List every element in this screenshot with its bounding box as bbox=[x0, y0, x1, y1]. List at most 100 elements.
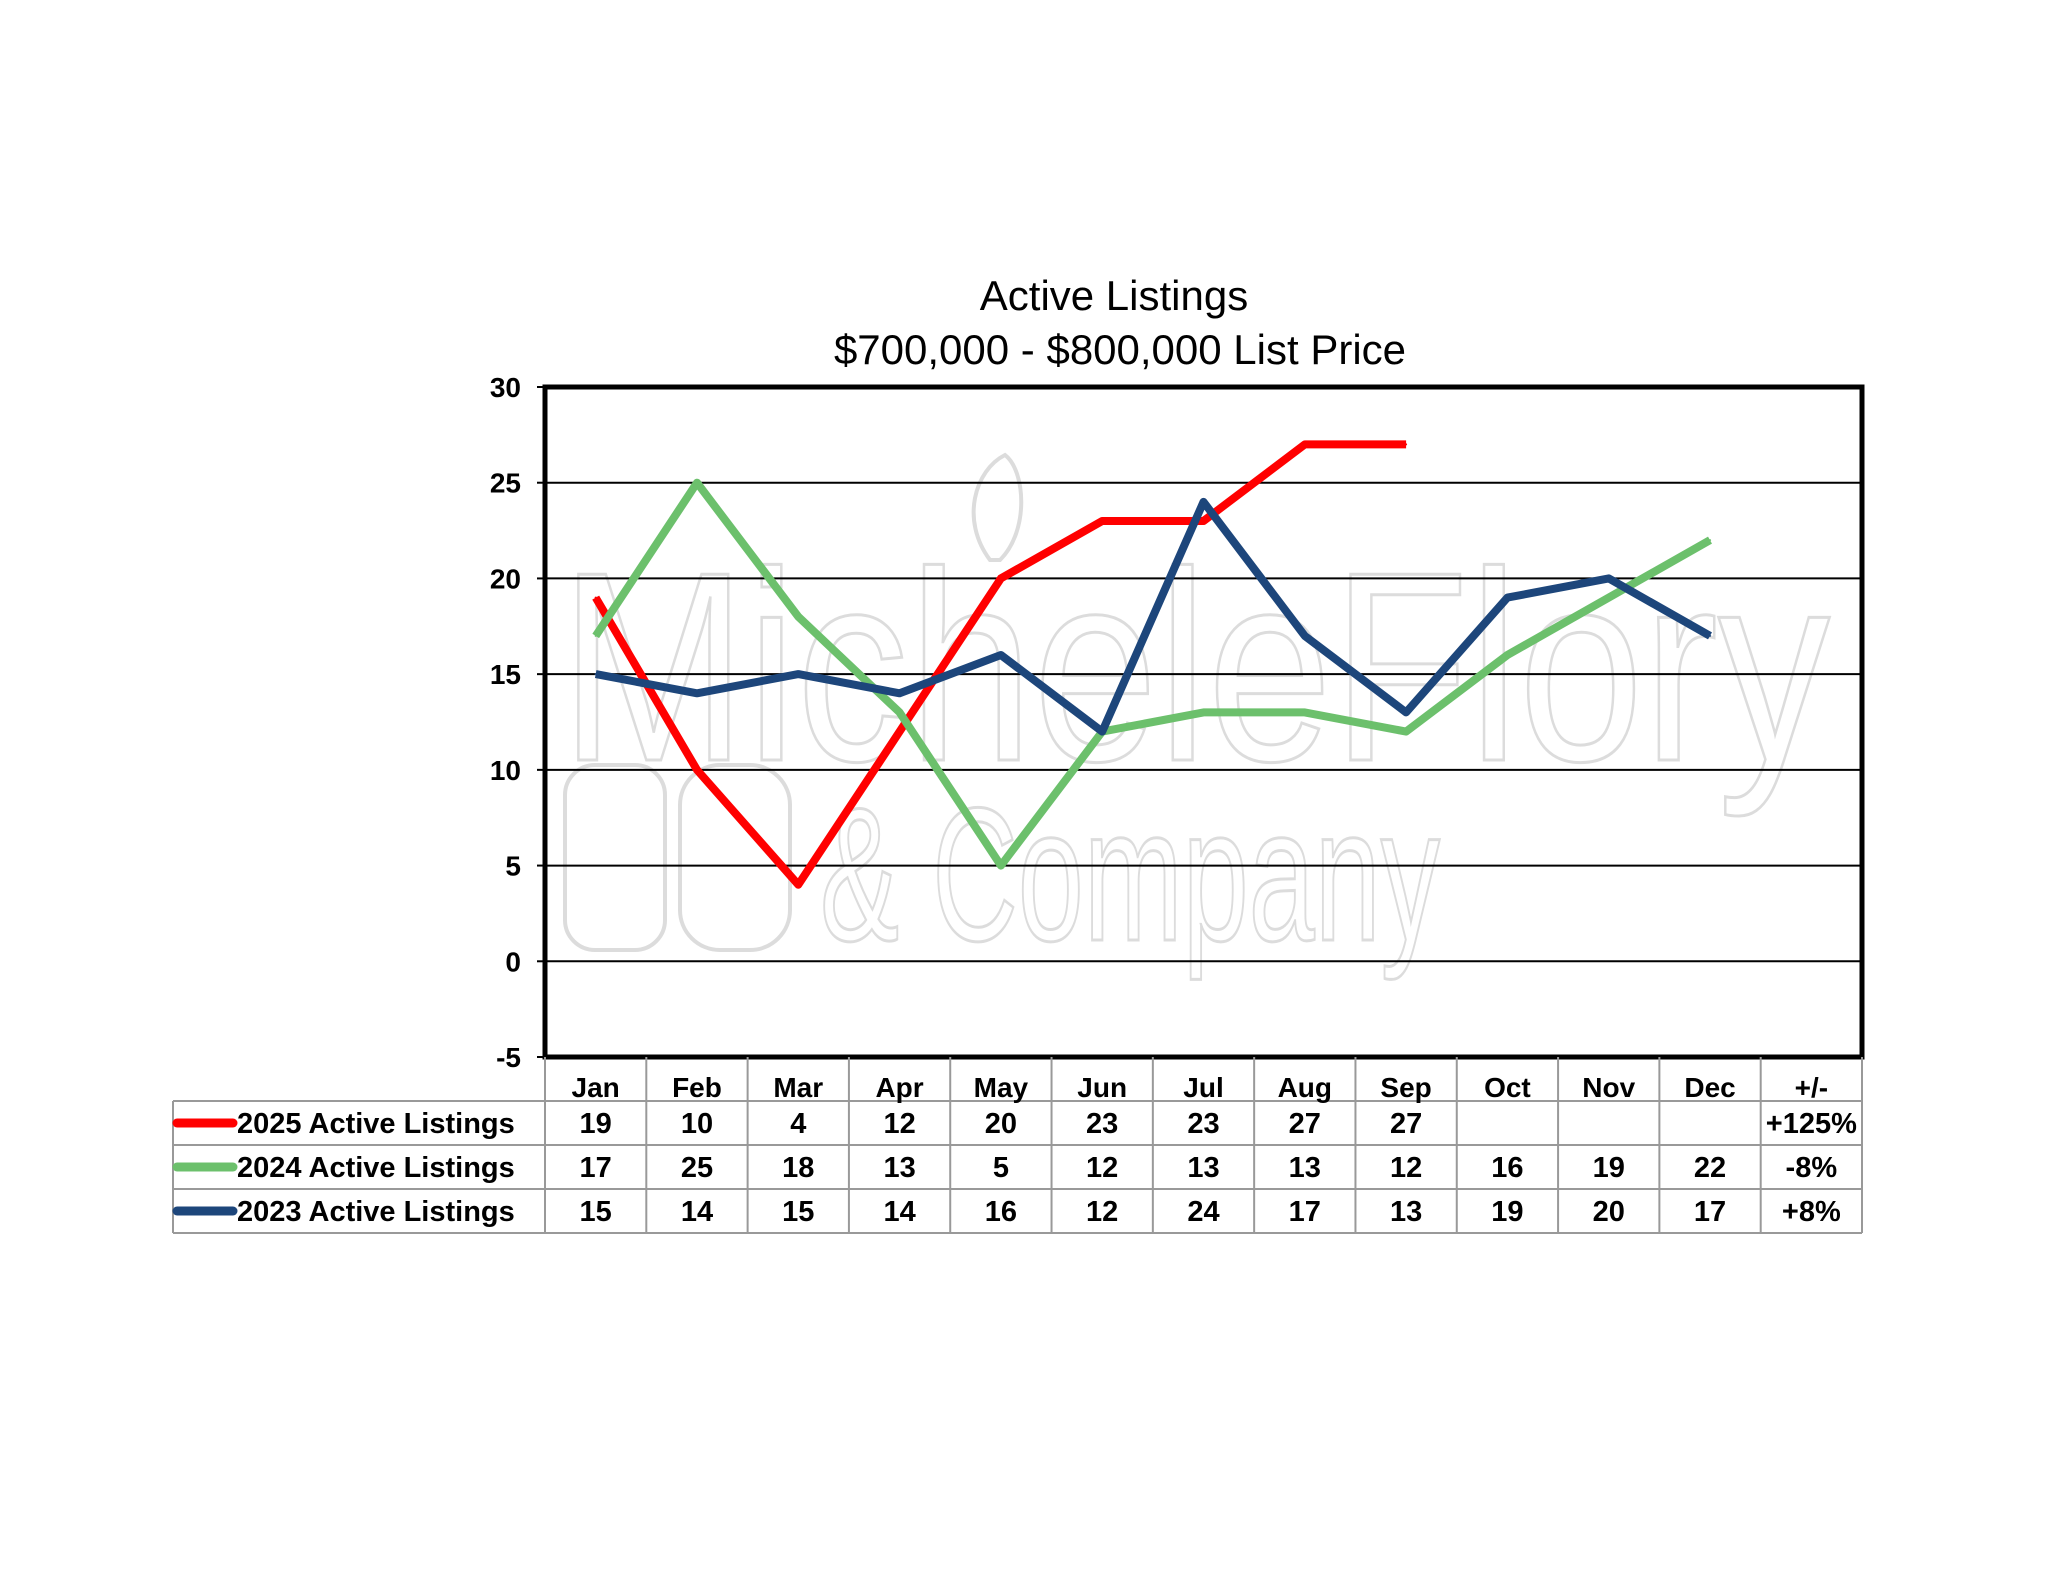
table-cell: 23 bbox=[1187, 1108, 1219, 1140]
change-cell: -8% bbox=[1786, 1152, 1838, 1184]
table-cell: 19 bbox=[1593, 1152, 1625, 1184]
series-line-1 bbox=[592, 478, 1712, 870]
x-tick-label: Oct bbox=[1484, 1072, 1531, 1103]
legend-label: 2023 Active Listings bbox=[237, 1196, 515, 1228]
table-cell: 17 bbox=[580, 1152, 612, 1184]
y-tick-label: 25 bbox=[490, 468, 521, 499]
data-table: Jan Feb Mar Apr May Jun Jul Aug Sep Oct Nov Dec +/- 2… bbox=[172, 1057, 1863, 1234]
table-cell: 13 bbox=[1390, 1196, 1422, 1228]
data-point bbox=[594, 634, 597, 637]
data-point bbox=[1202, 500, 1205, 503]
x-tick-label: Mar bbox=[773, 1072, 823, 1103]
table-cell: 12 bbox=[1390, 1152, 1422, 1184]
x-tick-label: Apr bbox=[875, 1072, 923, 1103]
data-point bbox=[1303, 443, 1306, 446]
data-point bbox=[1506, 596, 1509, 599]
chart-title: Active Listings bbox=[980, 272, 1248, 319]
y-tick-label: 30 bbox=[490, 372, 521, 403]
table-cell: 23 bbox=[1086, 1108, 1118, 1140]
plot-border bbox=[542, 384, 1865, 1060]
x-tick-label: May bbox=[974, 1072, 1029, 1103]
data-point bbox=[898, 692, 901, 695]
y-axis: -5 0 5 10 15 20 25 30 bbox=[490, 372, 545, 1073]
data-point bbox=[1303, 634, 1306, 637]
logo-mark-icon bbox=[563, 452, 1024, 952]
x-tick-label: Dec bbox=[1684, 1072, 1735, 1103]
x-tick-label: Aug bbox=[1278, 1072, 1332, 1103]
data-point bbox=[1101, 730, 1104, 733]
data-point bbox=[1607, 596, 1610, 599]
y-tick-label: -5 bbox=[496, 1042, 521, 1073]
data-point bbox=[1607, 577, 1610, 580]
data-point bbox=[1101, 520, 1104, 522]
chart-subtitle: $700,000 - $800,000 List Price bbox=[834, 326, 1406, 373]
table-cell: 12 bbox=[883, 1108, 915, 1140]
table-cell: 12 bbox=[1086, 1196, 1118, 1228]
table-cell: 5 bbox=[993, 1152, 1009, 1184]
watermark-line2: & Company bbox=[820, 769, 1440, 981]
data-point bbox=[999, 654, 1002, 656]
table-cell: 25 bbox=[681, 1152, 713, 1184]
x-tick-label: Jul bbox=[1183, 1072, 1223, 1103]
data-point bbox=[594, 596, 597, 599]
table-cell: 24 bbox=[1187, 1196, 1219, 1228]
x-tick-label: Jan bbox=[572, 1072, 620, 1103]
data-point bbox=[1405, 443, 1408, 446]
change-header: +/- bbox=[1795, 1072, 1828, 1103]
legend-label: 2024 Active Listings bbox=[237, 1152, 515, 1184]
table-cell: 22 bbox=[1694, 1152, 1726, 1184]
data-point bbox=[1709, 539, 1712, 542]
change-cell: +8% bbox=[1782, 1196, 1841, 1228]
x-tick-label: Nov bbox=[1582, 1072, 1635, 1103]
data-point bbox=[898, 711, 901, 714]
table-cell: 10 bbox=[681, 1108, 713, 1140]
data-point bbox=[1709, 634, 1712, 637]
data-point bbox=[999, 864, 1002, 867]
x-tick-label: Jun bbox=[1077, 1072, 1127, 1103]
x-tick-label: Feb bbox=[672, 1072, 722, 1103]
table-cell: 12 bbox=[1086, 1152, 1118, 1184]
data-point bbox=[1202, 711, 1205, 714]
table-cell: 13 bbox=[1187, 1152, 1219, 1184]
y-tick-label: 20 bbox=[490, 563, 521, 594]
data-point bbox=[797, 883, 800, 886]
table-cell: 15 bbox=[782, 1196, 814, 1228]
data-point bbox=[1405, 730, 1408, 733]
table-cell: 14 bbox=[681, 1196, 713, 1228]
change-cell: +125% bbox=[1766, 1108, 1857, 1140]
data-point bbox=[695, 692, 698, 695]
data-point bbox=[1202, 520, 1205, 522]
data-point bbox=[594, 673, 597, 676]
data-point bbox=[797, 615, 800, 618]
plot-frame bbox=[542, 384, 1865, 1060]
y-tick-label: 15 bbox=[490, 659, 521, 690]
table-cell: 17 bbox=[1694, 1196, 1726, 1228]
table-cell: 20 bbox=[1593, 1196, 1625, 1228]
data-point bbox=[695, 481, 698, 484]
table-cell: 16 bbox=[1491, 1152, 1523, 1184]
table-cell: 27 bbox=[1390, 1108, 1422, 1140]
y-tick-label: 5 bbox=[505, 851, 521, 882]
table-cell: 20 bbox=[985, 1108, 1017, 1140]
table-cell: 19 bbox=[580, 1108, 612, 1140]
legend-label: 2025 Active Listings bbox=[237, 1108, 515, 1140]
table-cell: 15 bbox=[580, 1196, 612, 1228]
y-tick-label: 0 bbox=[505, 946, 521, 977]
table-cell: 4 bbox=[790, 1108, 806, 1140]
table-cell: 27 bbox=[1289, 1108, 1321, 1140]
series-line-2 bbox=[594, 497, 1712, 736]
y-tick-label: 10 bbox=[490, 755, 521, 786]
table-cell: 18 bbox=[782, 1152, 814, 1184]
x-tick-label: Sep bbox=[1380, 1072, 1431, 1103]
series-lines bbox=[592, 440, 1712, 889]
table-cell: 19 bbox=[1491, 1196, 1523, 1228]
data-point bbox=[1506, 654, 1509, 656]
table-cell: 13 bbox=[883, 1152, 915, 1184]
data-point bbox=[695, 768, 698, 771]
data-point bbox=[797, 673, 800, 676]
data-point bbox=[1303, 711, 1306, 714]
table-cell: 13 bbox=[1289, 1152, 1321, 1184]
data-point bbox=[1405, 711, 1408, 714]
data-point bbox=[898, 730, 901, 733]
data-point bbox=[999, 577, 1002, 580]
